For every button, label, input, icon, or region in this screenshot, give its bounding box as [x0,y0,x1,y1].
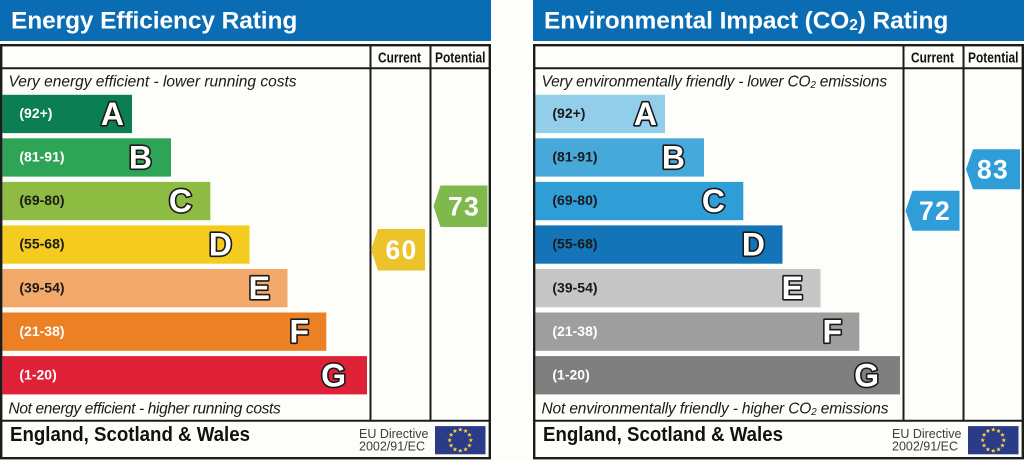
svg-text:C: C [702,183,725,219]
svg-text:EU Directive: EU Directive [892,427,962,441]
svg-text:(81-91): (81-91) [19,149,64,165]
svg-text:A: A [634,96,657,132]
svg-text:F: F [289,314,309,350]
svg-text:B: B [129,140,152,176]
svg-text:EU Directive: EU Directive [359,427,429,441]
svg-text:(92+): (92+) [552,105,585,121]
svg-text:Potential: Potential [968,51,1019,67]
svg-text:A: A [101,96,124,132]
svg-text:(92+): (92+) [19,105,52,121]
svg-text:60: 60 [386,235,418,265]
svg-text:(55-68): (55-68) [552,236,597,252]
svg-text:73: 73 [448,192,480,222]
svg-text:72: 72 [919,196,951,226]
svg-text:Very environmentally friendly: Very environmentally friendly - lower CO… [542,74,888,92]
svg-text:Current: Current [378,51,421,67]
svg-text:(21-38): (21-38) [552,323,597,339]
svg-text:(69-80): (69-80) [19,192,64,208]
svg-text:D: D [209,227,232,263]
svg-text:F: F [822,314,842,350]
svg-text:E: E [782,270,803,306]
svg-text:G: G [321,357,346,393]
svg-text:2002/91/EC: 2002/91/EC [892,440,958,454]
svg-text:(1-20): (1-20) [552,366,589,382]
svg-text:B: B [662,140,685,176]
svg-text:G: G [854,357,879,393]
svg-text:(81-91): (81-91) [552,149,597,165]
svg-text:(1-20): (1-20) [19,366,56,382]
svg-text:Not energy efficient - higher: Not energy efficient - higher running co… [9,401,281,418]
svg-text:Environmental Impact (CO2) Rat: Environmental Impact (CO2) Rating [544,8,948,35]
svg-text:(39-54): (39-54) [19,279,64,295]
svg-text:(21-38): (21-38) [19,323,64,339]
svg-text:England, Scotland & Wales: England, Scotland & Wales [10,424,250,446]
svg-text:(39-54): (39-54) [552,279,597,295]
svg-text:Energy Efficiency Rating: Energy Efficiency Rating [11,8,297,35]
svg-text:(55-68): (55-68) [19,236,64,252]
svg-text:Potential: Potential [435,51,486,67]
svg-text:(69-80): (69-80) [552,192,597,208]
svg-text:2002/91/EC: 2002/91/EC [359,440,425,454]
svg-text:D: D [742,227,765,263]
svg-text:83: 83 [977,155,1009,185]
svg-text:England, Scotland & Wales: England, Scotland & Wales [543,424,783,446]
svg-text:Very energy efficient - lower: Very energy efficient - lower running co… [9,74,297,91]
svg-text:C: C [169,183,192,219]
svg-text:Current: Current [911,51,954,67]
svg-text:Not environmentally friendly -: Not environmentally friendly - higher CO… [542,401,889,419]
svg-text:E: E [249,270,270,306]
